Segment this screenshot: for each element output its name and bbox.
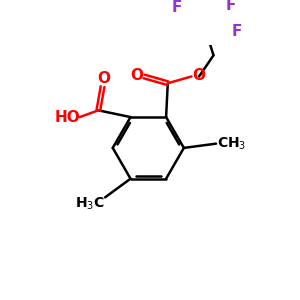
Text: O: O — [193, 68, 206, 83]
Text: F: F — [231, 24, 242, 39]
Text: F: F — [172, 0, 182, 15]
Text: O: O — [130, 68, 143, 83]
Text: O: O — [97, 70, 110, 86]
Text: CH$_3$: CH$_3$ — [217, 136, 246, 152]
Text: HO: HO — [55, 110, 81, 125]
Text: F: F — [225, 0, 236, 13]
Text: H$_3$C: H$_3$C — [75, 196, 105, 212]
